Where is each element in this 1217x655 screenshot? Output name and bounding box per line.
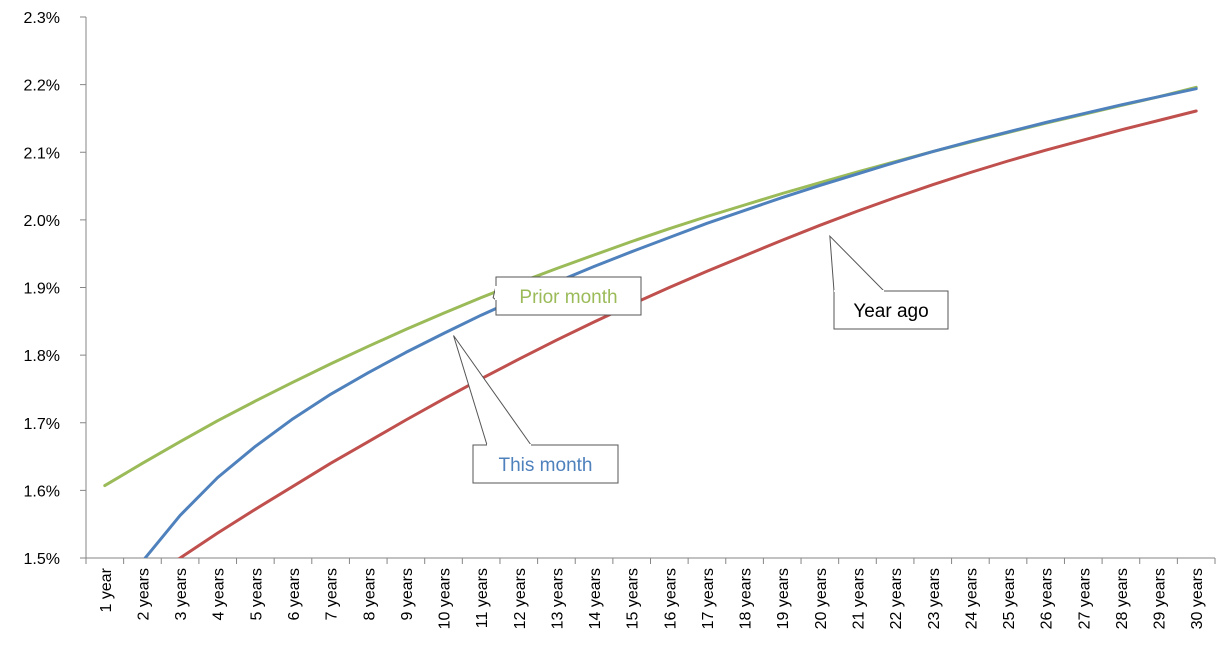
y-tick-label: 2.3% xyxy=(24,10,60,27)
x-tick-label: 17 years xyxy=(700,568,717,629)
x-axis-ticks: 1 year 2 years 3 years 4 years 5 years 6 year… xyxy=(85,558,1216,629)
y-tick-label: 1.5% xyxy=(24,551,60,568)
y-tick-label: 1.7% xyxy=(24,416,60,433)
x-tick-label: 8 years xyxy=(361,568,378,620)
x-tick-label: 9 years xyxy=(399,568,416,620)
y-tick-label: 1.9% xyxy=(24,281,60,298)
callout-year-ago: Year ago xyxy=(829,234,949,330)
y-axis-ticks: 1.5% 1.6% 1.7% 1.8% 1.9% 2.0% 2.1% 2.2% 2.3% xyxy=(24,10,86,568)
callout-label: This month xyxy=(499,455,593,476)
y-tick-label: 1.8% xyxy=(24,348,60,365)
callout-label: Prior month xyxy=(519,287,617,308)
callout-pointer xyxy=(829,234,886,292)
plot-area xyxy=(103,85,1198,558)
x-tick-label: 7 years xyxy=(324,568,341,620)
x-tick-label: 14 years xyxy=(587,568,604,629)
x-tick-label: 20 years xyxy=(813,568,830,629)
y-tick-label: 2.1% xyxy=(24,145,60,162)
series-line-year-ago xyxy=(177,109,1198,558)
callout-box xyxy=(833,290,949,330)
callout-box xyxy=(472,444,619,484)
x-tick-label: 5 years xyxy=(248,568,265,620)
x-tick-label: 4 years xyxy=(211,568,228,620)
x-tick-label: 11 years xyxy=(474,568,491,628)
callout-prior-month: Prior month xyxy=(492,276,642,316)
x-tick-label: 6 years xyxy=(286,568,303,620)
x-tick-label: 2 years xyxy=(135,568,152,620)
x-tick-label: 12 years xyxy=(512,568,529,629)
x-tick-label: 26 years xyxy=(1039,568,1056,629)
callout-this-month: This month xyxy=(453,335,619,484)
x-tick-label: 18 years xyxy=(738,568,755,629)
callout-label: Year ago xyxy=(853,301,928,322)
x-tick-label: 16 years xyxy=(662,568,679,629)
x-tick-label: 22 years xyxy=(888,568,905,629)
x-tick-label: 13 years xyxy=(549,568,566,629)
series-line-prior-month xyxy=(103,85,1198,488)
x-tick-label: 23 years xyxy=(926,568,943,629)
x-tick-label: 21 years xyxy=(850,568,867,629)
callout-pointer xyxy=(453,335,532,446)
x-tick-label: 10 years xyxy=(437,568,454,629)
x-tick-label: 25 years xyxy=(1001,568,1018,629)
x-tick-label: 28 years xyxy=(1114,568,1131,629)
y-tick-label: 2.0% xyxy=(24,213,60,230)
x-tick-label: 29 years xyxy=(1152,568,1169,629)
chart-axes xyxy=(85,17,1215,559)
callouts: Prior month This month Year ago xyxy=(453,234,949,484)
x-tick-label: 19 years xyxy=(775,568,792,629)
y-tick-label: 1.6% xyxy=(24,483,60,500)
x-tick-label: 24 years xyxy=(963,568,980,629)
x-tick-label: 30 years xyxy=(1189,568,1206,629)
x-tick-label: 15 years xyxy=(625,568,642,629)
x-tick-label: 3 years xyxy=(173,568,190,620)
y-tick-label: 2.2% xyxy=(24,78,60,95)
callout-box xyxy=(495,276,642,316)
x-tick-label: 1 year xyxy=(98,567,115,612)
series-lines xyxy=(103,85,1198,558)
x-tick-label: 27 years xyxy=(1076,568,1093,629)
series-line-this-month xyxy=(143,87,1198,558)
